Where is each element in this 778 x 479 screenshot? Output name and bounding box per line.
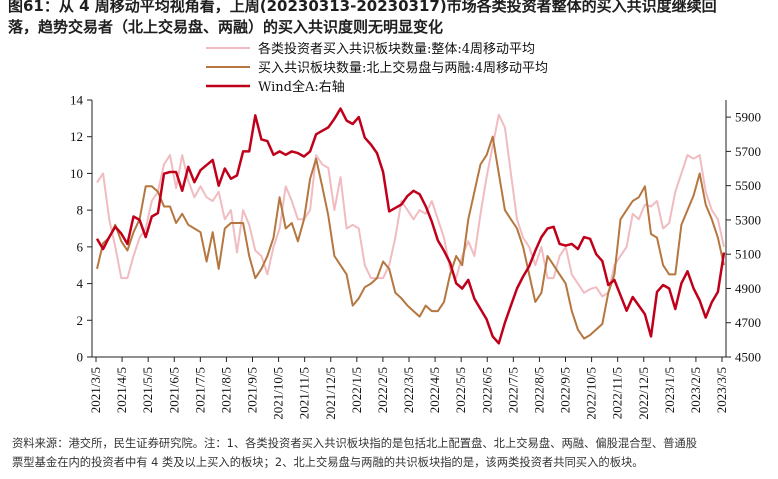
footnote-line-1: 资料来源：港交所，民生证券研究院。注：1、各类投资者买入共识板块指的是包括北上配… bbox=[12, 437, 698, 450]
right-axis-tick-label: 5100 bbox=[735, 247, 761, 262]
left-axis-tick-label: 6 bbox=[77, 239, 84, 254]
x-axis-tick-label: 2021/8/5 bbox=[218, 367, 233, 413]
x-axis-tick-label: 2022/1/5 bbox=[349, 367, 364, 413]
x-axis-tick-label: 2021/10/5 bbox=[271, 367, 286, 420]
series-line-wind bbox=[95, 107, 726, 345]
right-axis-tick-label: 5300 bbox=[735, 212, 761, 227]
legend-label-wind: Wind全A:右轴 bbox=[258, 79, 345, 95]
series-line-north-margin bbox=[96, 135, 725, 340]
left-axis-tick-label: 8 bbox=[77, 203, 84, 218]
legend-label-overall: 各类投资者买入共识板块数量:整体:4周移动平均 bbox=[258, 41, 535, 57]
series-line-overall bbox=[96, 113, 725, 298]
x-axis-tick-label: 2021/3/5 bbox=[88, 367, 103, 413]
x-axis-tick-label: 2022/4/5 bbox=[427, 367, 442, 413]
x-axis-tick-label: 2022/3/5 bbox=[401, 367, 416, 413]
x-axis-tick-label: 2023/1/5 bbox=[662, 367, 677, 413]
right-axis-tick-label: 4500 bbox=[735, 350, 761, 365]
footnote-line-2: 票型基金在内的投资者中有 4 类及以上买入的板块；2、北上交易盘与两融的共识板块… bbox=[12, 456, 644, 469]
x-axis-tick-label: 2022/8/5 bbox=[531, 367, 546, 413]
source-footnote: 资料来源：港交所，民生证券研究院。注：1、各类投资者买入共识板块指的是包括北上配… bbox=[12, 434, 772, 472]
right-axis-tick-label: 4700 bbox=[735, 315, 761, 330]
right-axis-tick-label: 4900 bbox=[735, 281, 761, 296]
x-axis-tick-label: 2021/5/5 bbox=[140, 367, 155, 413]
x-axis-tick-label: 2022/11/5 bbox=[610, 367, 625, 419]
x-axis-tick-label: 2023/3/5 bbox=[714, 367, 729, 413]
chart-svg: 各类投资者买入共识板块数量:整体:4周移动平均 买入共识板块数量:北上交易盘与两… bbox=[70, 41, 761, 420]
x-axis-tick-label: 2021/6/5 bbox=[166, 367, 181, 413]
title-line-2: 落，趋势交易者（北上交易盘、两融）的买入共识度则无明显变化 bbox=[8, 18, 444, 36]
x-axis-tick-label: 2021/12/5 bbox=[323, 367, 338, 420]
x-axis-tick-label: 2022/5/5 bbox=[453, 367, 468, 413]
x-axis-tick-label: 2022/6/5 bbox=[479, 367, 494, 413]
x-axis-tick-label: 2022/2/5 bbox=[375, 367, 390, 413]
series-lines bbox=[95, 107, 726, 345]
right-axis-tick-label: 5900 bbox=[735, 110, 761, 125]
x-axis-tick-label: 2021/7/5 bbox=[192, 367, 207, 413]
x-axis-tick-label: 2023/2/5 bbox=[688, 367, 703, 413]
x-axis-tick-label: 2021/4/5 bbox=[114, 367, 129, 413]
x-axis-tick-label: 2022/9/5 bbox=[558, 367, 573, 413]
left-axis-tick-label: 10 bbox=[70, 166, 83, 181]
x-axis-tick-label: 2021/11/5 bbox=[297, 367, 312, 419]
x-axis-tick-label: 2022/10/5 bbox=[584, 367, 599, 420]
title-line-1: 图61：从 4 周移动平均视角看，上周(20230313-20230317)市场… bbox=[8, 0, 717, 15]
left-axis-tick-label: 14 bbox=[70, 93, 84, 108]
x-axis-tick-label: 2022/12/5 bbox=[636, 367, 651, 420]
legend-label-north-margin: 买入共识板块数量:北上交易盘与两融:4周移动平均 bbox=[258, 60, 548, 76]
axes: 0 2 4 6 8 10 12 14 4500 4700 4900 5100 5300 5500 5700 5… bbox=[70, 93, 761, 420]
x-axis-tick-label: 2022/7/5 bbox=[505, 367, 520, 413]
left-axis-tick-label: 0 bbox=[77, 350, 84, 365]
left-axis-tick-label: 4 bbox=[77, 276, 84, 291]
left-axis-tick-label: 2 bbox=[77, 313, 84, 328]
legend: 各类投资者买入共识板块数量:整体:4周移动平均 买入共识板块数量:北上交易盘与两… bbox=[206, 41, 548, 95]
right-axis-tick-label: 5500 bbox=[735, 178, 761, 193]
left-axis-tick-label: 12 bbox=[70, 129, 83, 144]
x-axis-tick-label: 2021/9/5 bbox=[245, 367, 260, 413]
right-axis-tick-label: 5700 bbox=[735, 144, 761, 159]
chart-title: 图61：从 4 周移动平均视角看，上周(20230313-20230317)市场… bbox=[8, 0, 778, 38]
